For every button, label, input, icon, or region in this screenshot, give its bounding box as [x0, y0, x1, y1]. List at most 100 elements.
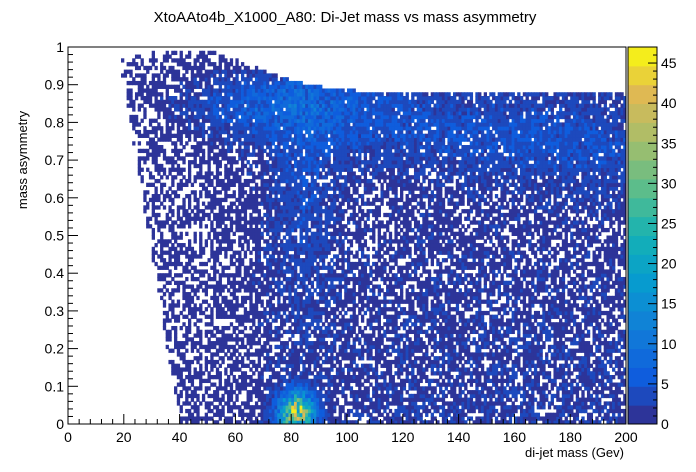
heatmap-cell	[207, 235, 211, 240]
heatmap-cell	[215, 107, 220, 112]
heatmap-cell	[235, 420, 239, 425]
heatmap-cell	[148, 197, 153, 203]
heatmap-cell	[240, 129, 245, 135]
heatmap-cell	[140, 148, 144, 154]
heatmap-cell	[210, 284, 214, 289]
heatmap-cell	[176, 129, 181, 135]
heatmap-cell	[277, 103, 281, 108]
heatmap-cell	[271, 92, 275, 97]
heatmap-cell	[274, 80, 278, 86]
heatmap-cell	[349, 359, 354, 365]
heatmap-cell	[171, 299, 175, 304]
heatmap-cell	[201, 344, 206, 350]
heatmap-cell	[313, 111, 317, 116]
heatmap-cell	[266, 107, 270, 112]
heatmap-cell	[207, 341, 211, 346]
heatmap-cell	[333, 111, 337, 116]
heatmap-cell	[341, 329, 345, 335]
heatmap-cell	[288, 96, 292, 101]
heatmap-cell	[257, 73, 262, 78]
heatmap-cell	[299, 148, 303, 154]
heatmap-cell	[260, 141, 264, 146]
heatmap-cell	[213, 65, 217, 71]
heatmap-cell	[257, 250, 262, 255]
heatmap-cell	[213, 276, 217, 282]
heatmap-cell	[347, 412, 351, 417]
heatmap-cell	[313, 197, 317, 203]
heatmap-cell	[185, 62, 189, 67]
heatmap-cell	[299, 386, 303, 391]
heatmap-cell	[330, 276, 334, 282]
heatmap-cell	[160, 220, 164, 225]
heatmap-cell	[207, 273, 211, 278]
heatmap-cell	[288, 163, 292, 169]
heatmap-cell	[310, 352, 315, 357]
heatmap-cell	[349, 156, 354, 161]
heatmap-cell	[182, 145, 186, 150]
heatmap-cell	[335, 303, 340, 308]
heatmap-cell	[277, 197, 281, 203]
heatmap-cell	[221, 77, 225, 82]
heatmap-cell	[319, 160, 323, 165]
heatmap-cell	[227, 348, 231, 353]
heatmap-cell	[341, 390, 345, 395]
heatmap-cell	[319, 235, 323, 240]
heatmap-cell	[266, 405, 270, 410]
heatmap-cell	[352, 265, 356, 270]
heatmap-cell	[313, 194, 317, 199]
heatmap-cell	[165, 99, 169, 105]
heatmap-cell	[352, 344, 356, 350]
heatmap-cell	[199, 231, 203, 236]
heatmap-cell	[162, 152, 167, 157]
heatmap-cell	[330, 269, 334, 274]
heatmap-cell	[324, 224, 328, 229]
heatmap-cell	[327, 167, 331, 172]
heatmap-cell	[316, 284, 320, 289]
heatmap-cell	[344, 141, 348, 146]
heatmap-cell	[254, 307, 259, 312]
heatmap-cell	[196, 69, 200, 74]
heatmap-cell	[344, 269, 348, 274]
heatmap-cell	[260, 303, 264, 308]
heatmap-cell	[341, 111, 345, 116]
heatmap-cell	[174, 152, 178, 157]
heatmap-cell	[249, 118, 253, 123]
heatmap-cell	[299, 227, 303, 233]
heatmap-cell	[291, 329, 295, 335]
heatmap-cell	[341, 344, 345, 350]
heatmap-cell	[187, 367, 192, 372]
heatmap-cell	[285, 344, 289, 350]
heatmap-cell	[254, 209, 259, 214]
heatmap-cell	[347, 250, 351, 255]
heatmap-cell	[243, 239, 248, 244]
heatmap-cell	[165, 88, 169, 93]
heatmap-cell	[285, 141, 289, 146]
heatmap-cell	[204, 299, 208, 304]
heatmap-cell	[174, 148, 178, 154]
heatmap-cell	[293, 393, 298, 399]
heatmap-cell	[268, 99, 273, 105]
heatmap-cell	[227, 344, 231, 350]
heatmap-cell	[299, 126, 303, 131]
heatmap-cell	[302, 265, 306, 270]
heatmap-cell	[185, 337, 189, 342]
heatmap-cell	[271, 258, 275, 263]
heatmap-cell	[293, 190, 298, 195]
heatmap-cell	[252, 201, 256, 206]
heatmap-cell	[324, 341, 328, 346]
heatmap-cell	[330, 133, 334, 138]
heatmap-cell	[316, 220, 320, 225]
heatmap-cell	[243, 412, 248, 417]
heatmap-cell	[299, 212, 303, 218]
heatmap-cell	[199, 284, 203, 289]
heatmap-cell	[190, 416, 195, 421]
heatmap-cell	[333, 129, 337, 135]
heatmap-cell	[154, 186, 158, 191]
heatmap-cell	[185, 84, 189, 89]
heatmap-cell	[327, 333, 331, 338]
heatmap-cell	[243, 235, 248, 240]
heatmap-cell	[254, 126, 259, 131]
heatmap-cell	[310, 341, 315, 346]
heatmap-cell	[327, 408, 331, 414]
heatmap-cell	[204, 88, 208, 93]
